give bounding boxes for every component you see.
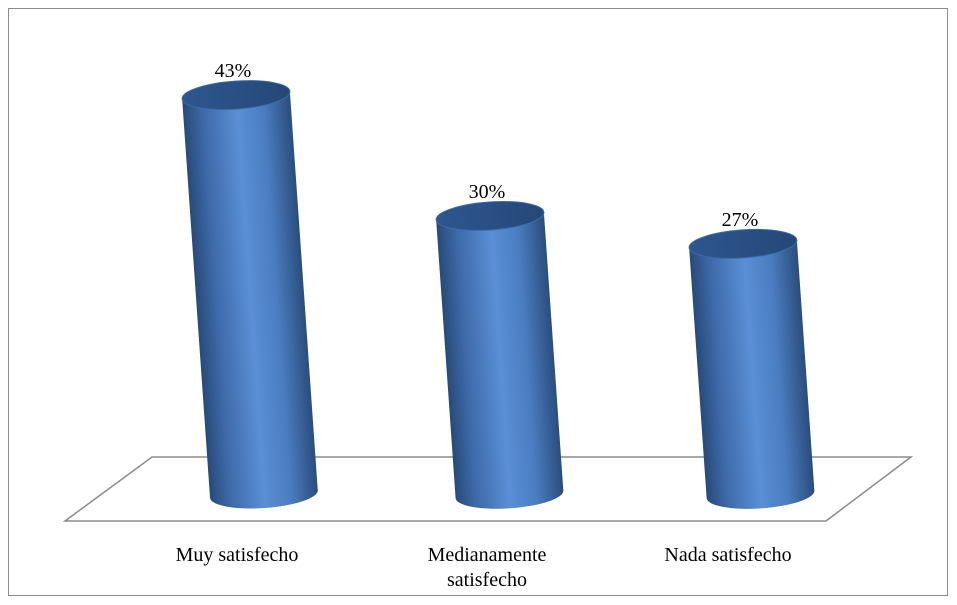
bar-1 — [181, 80, 318, 509]
data-label: 43% — [215, 60, 252, 82]
bar-body — [689, 240, 815, 509]
bar-top — [688, 228, 798, 259]
data-label: 30% — [469, 181, 506, 203]
bars-group — [181, 80, 815, 509]
category-label: Muy satisfecho — [176, 544, 299, 566]
bar-top — [435, 201, 545, 231]
bar-top — [181, 80, 291, 111]
bar-body — [436, 212, 564, 509]
bar-body — [182, 91, 318, 509]
bar-2 — [435, 201, 564, 509]
category-label: Medianamente — [428, 544, 547, 566]
category-label: satisfecho — [447, 569, 527, 591]
data-label: 27% — [722, 209, 759, 231]
labels-group: 43% Muy satisfecho 30% Medianamente satisfec… — [176, 60, 792, 591]
category-label: Nada satisfecho — [664, 544, 791, 566]
bar-3 — [688, 228, 815, 509]
